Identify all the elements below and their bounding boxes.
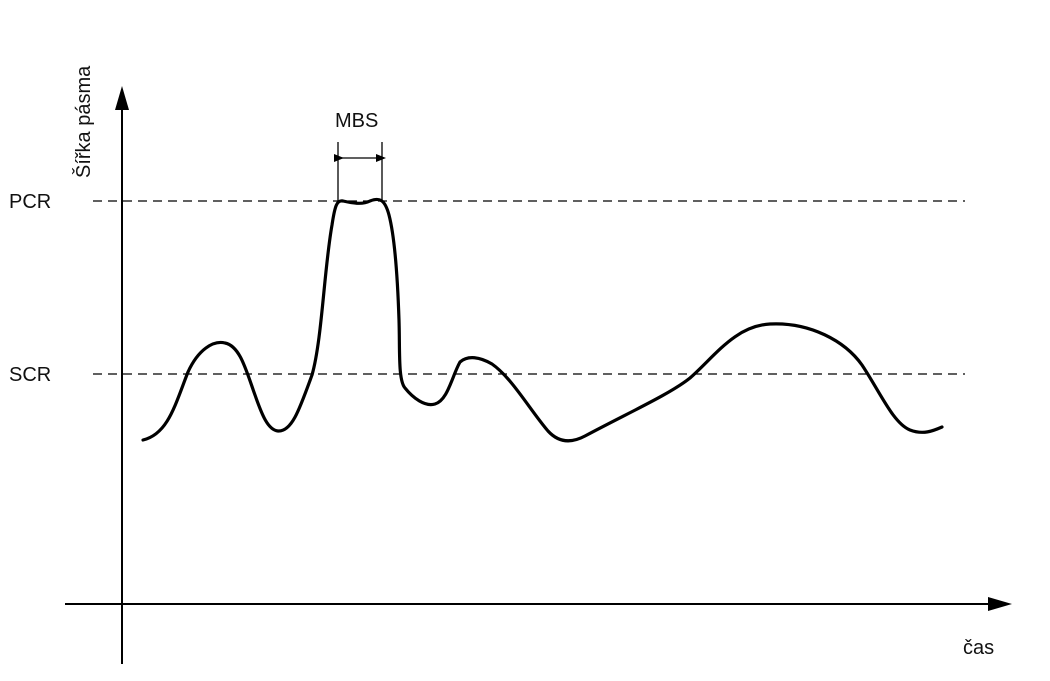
- y-axis-arrow-icon: [115, 86, 129, 110]
- x-axis-arrow-icon: [988, 597, 1012, 611]
- y-axis-label: Šířka pásma: [72, 65, 95, 178]
- scr-label: SCR: [9, 364, 51, 386]
- x-axis-label: čas: [963, 637, 994, 659]
- mbs-label: MBS: [335, 110, 378, 132]
- bandwidth-curve: [141, 197, 944, 443]
- pcr-label: PCR: [9, 191, 51, 213]
